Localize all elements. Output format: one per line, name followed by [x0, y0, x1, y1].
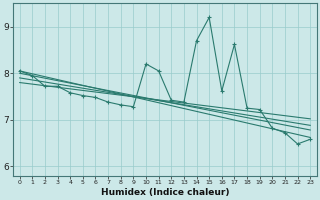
- X-axis label: Humidex (Indice chaleur): Humidex (Indice chaleur): [101, 188, 229, 197]
